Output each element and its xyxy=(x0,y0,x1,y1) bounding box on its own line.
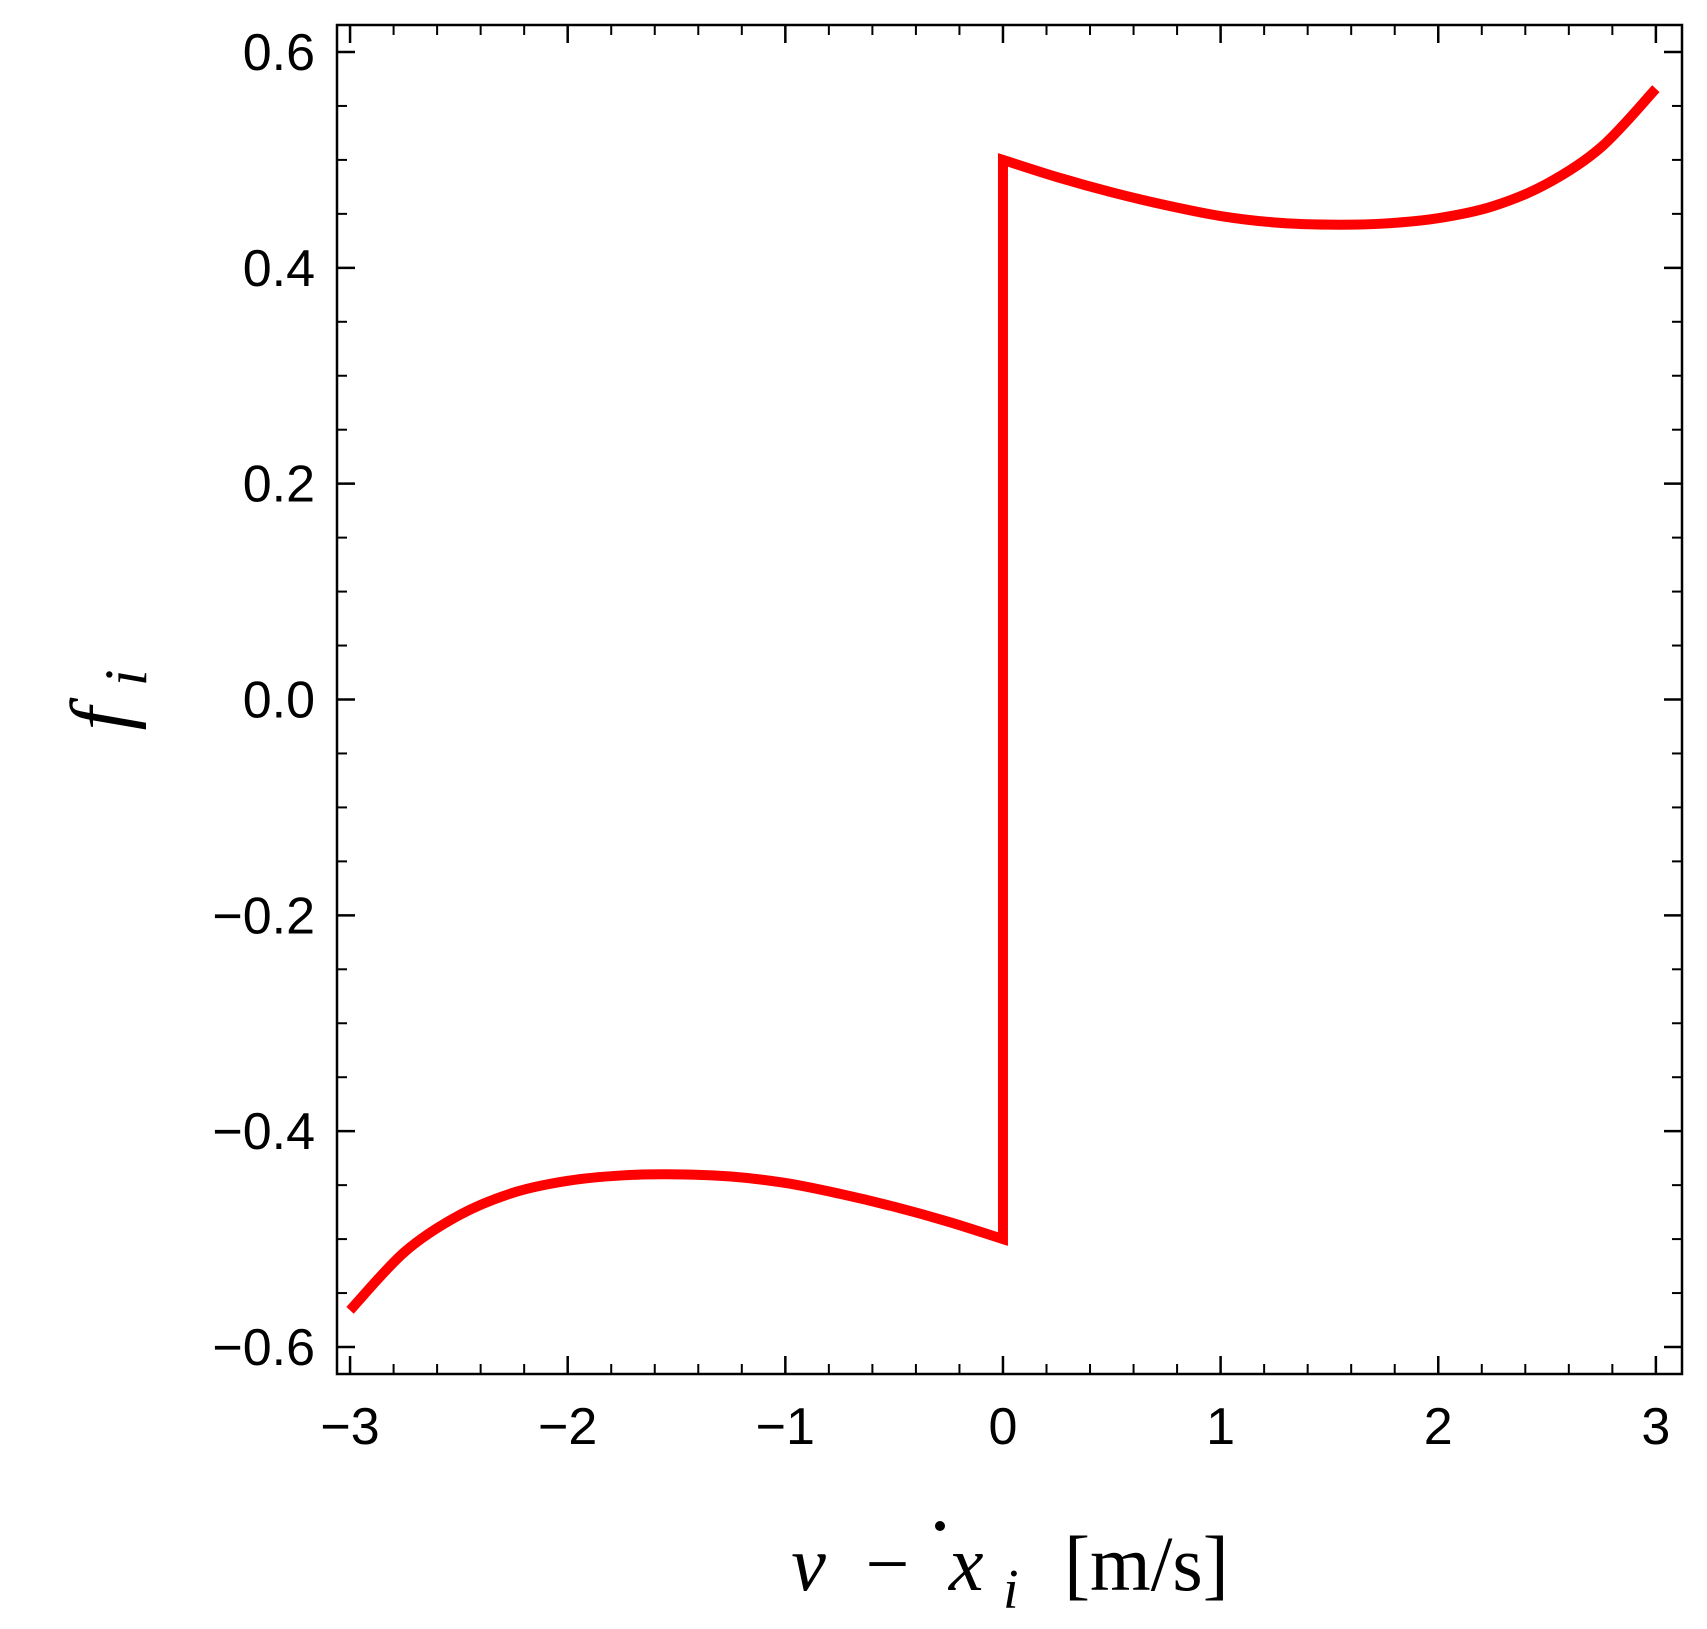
y-axis-label-sub: i xyxy=(93,669,159,686)
y-tick-label: −0.6 xyxy=(212,1319,315,1377)
y-tick-label: −0.2 xyxy=(212,887,315,945)
y-axis-label: f i xyxy=(54,669,159,730)
x-axis-label-var2-sub: i xyxy=(1003,1559,1019,1621)
x-tick-label: 1 xyxy=(1206,1398,1235,1456)
x-tick-label: 3 xyxy=(1641,1398,1670,1456)
y-tick-label: 0.2 xyxy=(243,456,315,514)
x-tick-label: 2 xyxy=(1424,1398,1453,1456)
x-axis-label-unit: [m/s] xyxy=(1064,1520,1229,1607)
plot-frame xyxy=(335,23,1684,1376)
y-axis-label-var: f xyxy=(54,697,147,731)
x-axis-label-dot xyxy=(935,1521,945,1531)
series-line xyxy=(346,85,1660,1314)
y-tick-labels: −0.6 −0.4 −0.2 0.0 0.2 0.4 0.6 xyxy=(212,24,315,1377)
x-axis-label-var1: v xyxy=(791,1520,826,1607)
x-tick-label: 0 xyxy=(989,1398,1018,1456)
x-tick-label: −3 xyxy=(320,1398,379,1456)
y-tick-label: 0.0 xyxy=(243,672,315,730)
x-axis-label-var2: x xyxy=(948,1520,984,1607)
major-ticks xyxy=(337,25,1682,1374)
x-tick-label: −2 xyxy=(538,1398,597,1456)
x-axis-label: v − x i [m/s] xyxy=(791,1520,1228,1625)
y-tick-label: 0.6 xyxy=(243,24,315,82)
y-tick-label: −0.4 xyxy=(212,1103,315,1161)
x-axis-label-minus: − xyxy=(865,1520,909,1607)
y-tick-label: 0.4 xyxy=(243,240,315,298)
x-tick-label: −1 xyxy=(756,1398,815,1456)
minor-ticks xyxy=(337,25,1682,1374)
x-tick-labels: −3 −2 −1 0 1 2 3 xyxy=(320,1398,1670,1456)
